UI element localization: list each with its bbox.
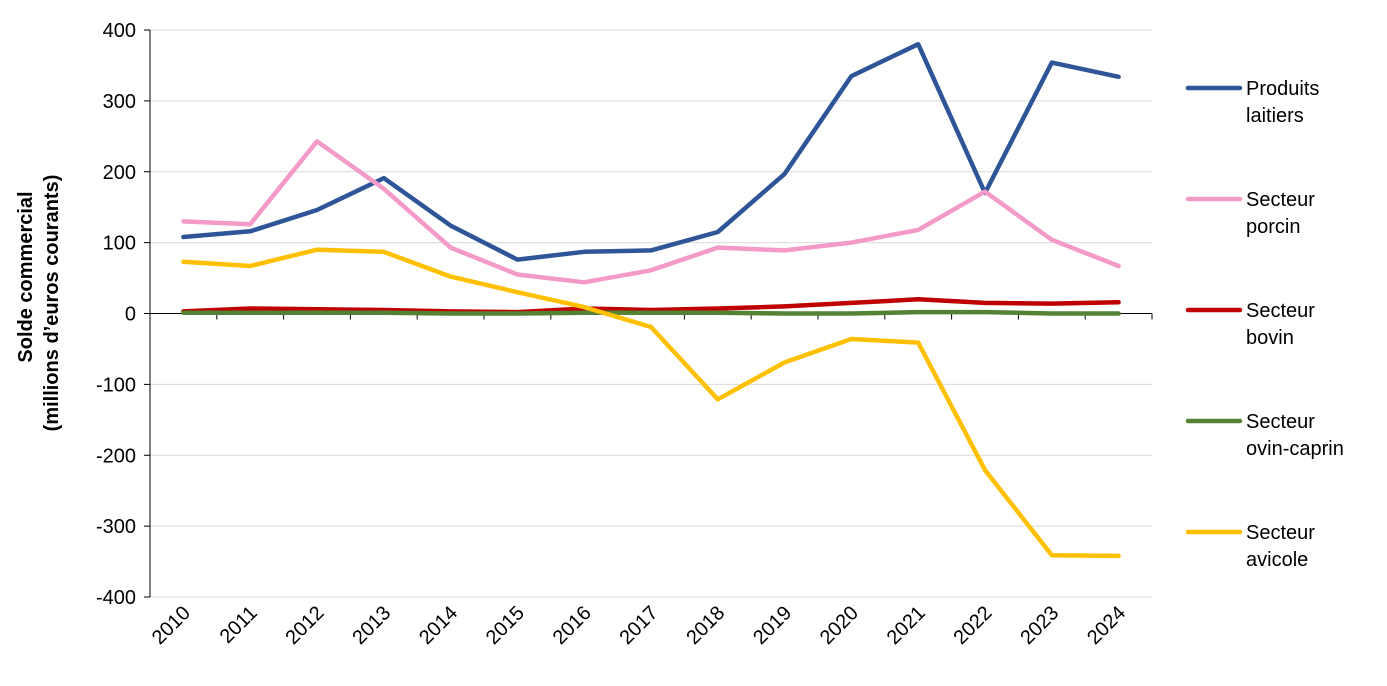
legend-label-line2: ovin-caprin: [1246, 438, 1344, 460]
x-tick-label: 2021: [883, 602, 930, 649]
legend-label-line1: Secteur: [1246, 522, 1315, 544]
y-tick-label: 200: [103, 162, 136, 184]
y-tick-label: 100: [103, 233, 136, 255]
y-tick-label: -300: [96, 516, 136, 538]
legend-label-line1: Secteur: [1246, 300, 1315, 322]
y-axis-label-line1: Solde commercial: [15, 191, 37, 362]
legend: Produits laitiers Secteur porcin Secteur bovi…: [1185, 78, 1344, 571]
x-tick-label: 2012: [282, 602, 329, 649]
x-tick-label: 2011: [216, 602, 262, 648]
legend-label-line2: bovin: [1246, 327, 1294, 349]
series-line-secteur-porcin: [181, 139, 1121, 285]
y-tick-label: 400: [103, 20, 136, 42]
legend-label-line1: Produits: [1246, 78, 1319, 100]
y-tick-label: 0: [125, 304, 136, 326]
legend-label-line2: porcin: [1246, 216, 1300, 238]
x-tick-label: 2016: [549, 602, 596, 649]
y-tick-label: -100: [96, 374, 136, 396]
x-tick-label: 2023: [1016, 602, 1063, 649]
y-axis-label-line2: (millions d’euros courants): [41, 175, 63, 432]
x-tick-label: 2013: [348, 602, 395, 649]
x-tick-label: 2020: [816, 602, 863, 649]
x-tick-label: 2017: [616, 602, 663, 649]
x-tick-label: 2018: [682, 602, 729, 649]
x-tick-label: 2010: [148, 602, 195, 649]
y-tick-labels: 400 300 200 100 0 -100 -200 -300 -400: [96, 20, 136, 609]
series-line-secteur-avicole: [181, 247, 1121, 559]
x-tick-labels: 2010 2011 2012 2013 2014 2015 2016 2017 2018 2019…: [148, 602, 1130, 649]
legend-label-line2: avicole: [1246, 549, 1308, 571]
series-line-secteur-bovin: [181, 297, 1121, 315]
x-tick-label: 2014: [415, 602, 462, 649]
series-line-secteur-ovin-caprin: [181, 309, 1121, 316]
x-tick-label: 2024: [1083, 602, 1130, 649]
series-lines: [181, 41, 1121, 559]
legend-label-line1: Secteur: [1246, 411, 1315, 433]
y-tick-label: 300: [103, 91, 136, 113]
series-line-produits-laitiers: [181, 41, 1121, 262]
x-tick-label: 2019: [749, 602, 796, 649]
legend-label-line1: Secteur: [1246, 189, 1315, 211]
x-tick-label: 2022: [950, 602, 997, 649]
y-tick-label: -400: [96, 587, 136, 609]
x-tick-label: 2015: [482, 602, 529, 649]
legend-label-line2: laitiers: [1246, 105, 1304, 127]
y-tick-label: -200: [96, 445, 136, 467]
gridlines: [150, 29, 1152, 598]
